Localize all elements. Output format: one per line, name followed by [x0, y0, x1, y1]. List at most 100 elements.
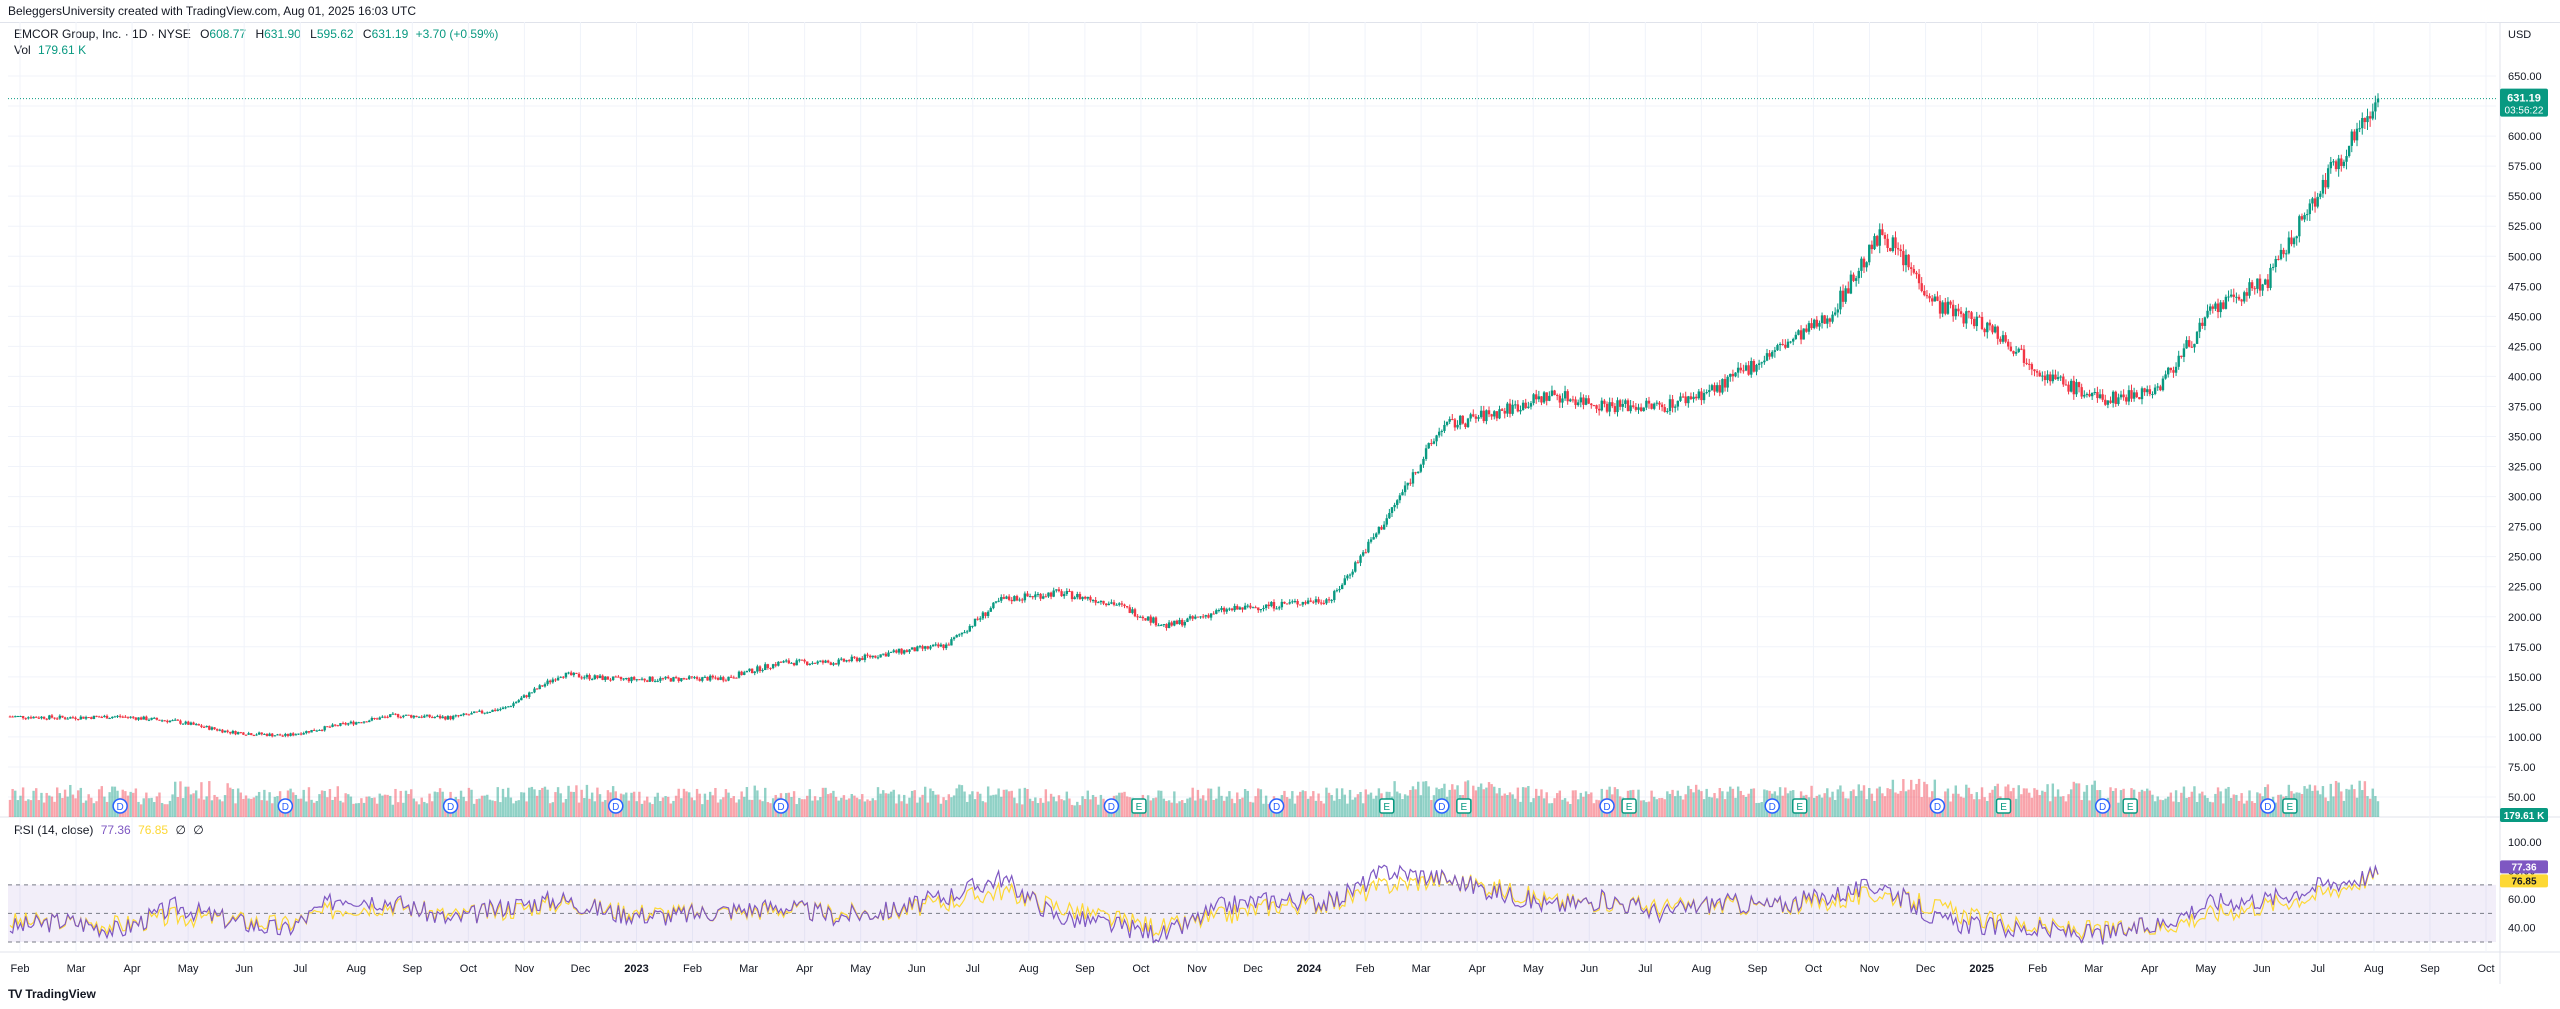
- volume-bar: [2222, 803, 2225, 817]
- time-tick-label: Mar: [1412, 963, 1431, 975]
- volume-bar: [866, 799, 869, 817]
- volume-bar: [488, 799, 492, 817]
- candle-body: [1875, 236, 1879, 246]
- candle-body: [2198, 322, 2201, 332]
- volume-bar: [622, 794, 625, 817]
- candle-body: [520, 697, 523, 701]
- volume-bar: [1826, 788, 1829, 817]
- volume-bar: [625, 792, 628, 817]
- volume-bar: [1028, 798, 1032, 817]
- candle-body: [315, 730, 319, 732]
- candle-body: [368, 720, 371, 723]
- candle-body: [567, 672, 570, 674]
- volume-bar: [386, 794, 389, 817]
- candle-body: [1508, 403, 1512, 414]
- candle-body: [2245, 292, 2249, 296]
- volume-bar: [470, 789, 473, 817]
- candle-body: [1516, 404, 1520, 412]
- candle-body: [2138, 397, 2141, 400]
- volume-bar: [375, 803, 379, 817]
- volume-bar: [2190, 791, 2194, 817]
- candle-body: [2135, 392, 2138, 398]
- volume-bar: [939, 803, 943, 817]
- candle-body: [2208, 306, 2212, 311]
- earnings-marker-label: E: [2127, 802, 2134, 813]
- candle-body: [533, 688, 536, 693]
- candle-body: [1236, 605, 1239, 610]
- candle-body: [449, 716, 452, 720]
- candle-body: [806, 661, 809, 665]
- volume-bar: [1613, 787, 1617, 817]
- candle-body: [1540, 396, 1543, 403]
- volume-bar: [197, 798, 201, 817]
- candle-body: [1430, 443, 1433, 445]
- candle-body: [1461, 415, 1464, 424]
- volume-bar: [1723, 799, 1727, 817]
- volume-bar: [2313, 785, 2317, 817]
- candle-body: [918, 646, 922, 648]
- volume-bar: [373, 797, 376, 817]
- candle-body: [2211, 306, 2214, 309]
- volume-bar: [1820, 797, 1824, 817]
- candle-body: [1312, 601, 1315, 603]
- volume-bar: [349, 796, 353, 817]
- volume-bar: [1238, 799, 1242, 817]
- candle-body: [2256, 278, 2259, 289]
- candle-body: [884, 653, 888, 657]
- earnings-marker-icon: [1621, 798, 1637, 814]
- volume-bar: [598, 794, 602, 817]
- volume-bar: [1007, 791, 1011, 817]
- tradingview-logo[interactable]: TV TradingView: [8, 987, 96, 1001]
- volume-bar: [1970, 793, 1973, 817]
- candle-body: [1060, 591, 1063, 597]
- volume-bar: [593, 801, 596, 817]
- price-axis[interactable]: USD650.00625.00600.00575.00550.00525.005…: [2500, 29, 2548, 822]
- volume-bar: [2193, 786, 2196, 817]
- volume-bar: [2256, 792, 2259, 817]
- volume-bar: [1291, 791, 1294, 817]
- volume-bar: [876, 787, 880, 817]
- candle-body: [795, 660, 798, 666]
- candle-body: [74, 717, 77, 720]
- volume-bar: [1694, 784, 1698, 817]
- candle-body: [61, 715, 64, 718]
- volume-bar: [528, 787, 531, 817]
- candle-body: [1456, 424, 1459, 428]
- volume-bar: [381, 795, 384, 817]
- time-tick-label: Jun: [1580, 963, 1598, 975]
- candle-body: [1049, 592, 1053, 597]
- volume-bar: [1089, 799, 1092, 817]
- candle-body: [1243, 605, 1247, 610]
- candle-body: [554, 679, 557, 681]
- candle-body: [2132, 392, 2136, 399]
- candle-body: [229, 731, 232, 734]
- volume-bar: [1335, 788, 1339, 817]
- volume-bar: [913, 790, 916, 817]
- volume-bar: [2177, 802, 2180, 817]
- rsi-label[interactable]: RSI (14, close): [14, 823, 94, 837]
- candle-body: [1369, 539, 1373, 542]
- volume-bar: [1972, 799, 1976, 817]
- candle-body: [166, 720, 169, 723]
- volume-bar: [2067, 794, 2070, 817]
- candle-body: [113, 716, 117, 718]
- candle-body: [281, 735, 284, 737]
- candle-body: [1015, 596, 1019, 601]
- symbol-name[interactable]: EMCOR Group, Inc. · 1D · NYSE: [14, 27, 191, 41]
- volume-label[interactable]: Vol: [14, 43, 31, 57]
- earnings-marker-label: E: [2000, 802, 2007, 813]
- volume-bar: [1049, 793, 1053, 817]
- volume-bar: [1070, 804, 1074, 817]
- volume-bar: [892, 789, 895, 817]
- candle-body: [2096, 391, 2099, 399]
- volume-bar: [1967, 787, 1971, 817]
- price-tick-label: 600.00: [2508, 131, 2542, 143]
- volume-bar: [1563, 798, 1567, 817]
- volume-bar: [407, 793, 410, 817]
- volume-bar: [648, 802, 652, 817]
- time-axis[interactable]: Feb Mar Apr May Jun Jul Aug Sep Oct Nov Dec 2023 Feb…: [11, 963, 2495, 975]
- candle-body: [2187, 340, 2191, 347]
